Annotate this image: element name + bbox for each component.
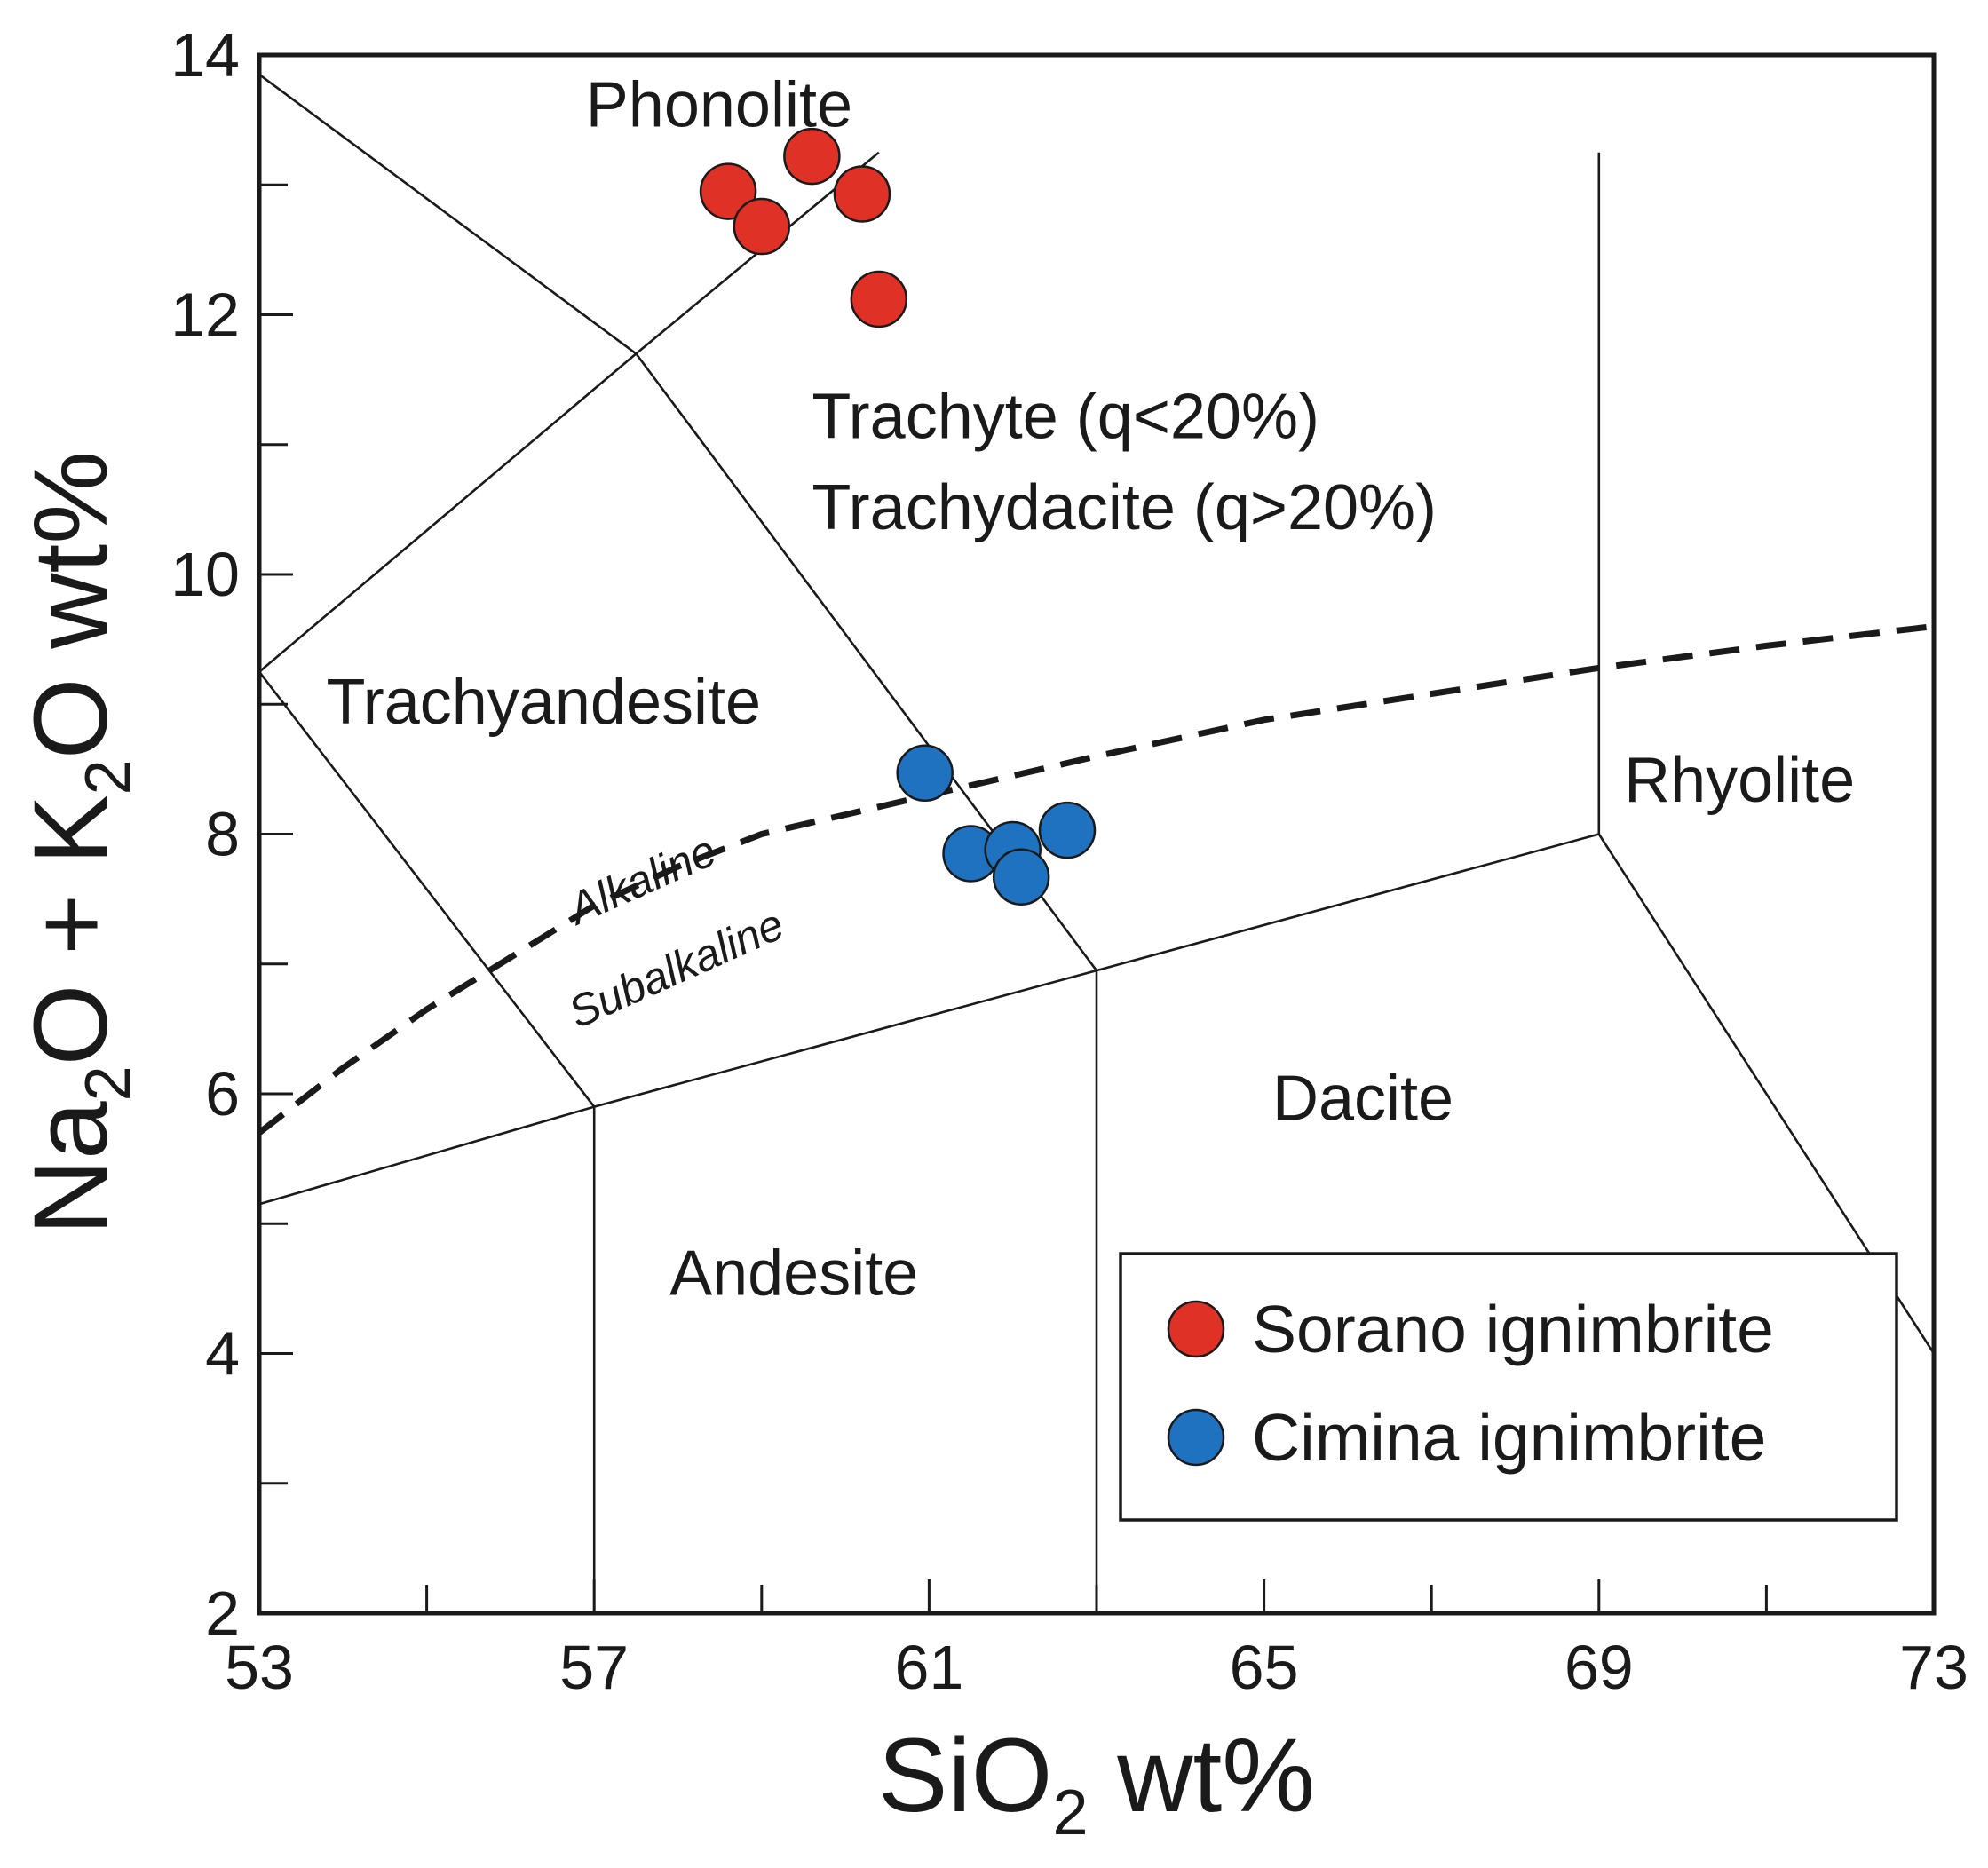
x-tick-label-57: 57 <box>559 1633 629 1702</box>
legend-box <box>1119 1252 1898 1522</box>
y-axis-title: Na2O + K2O wt% <box>12 451 144 1235</box>
legend-label-cimina: Cimina ignimbrite <box>1252 1400 1766 1475</box>
region-label-trachyandesite: Trachyandesite <box>326 667 761 738</box>
cimina-point-5 <box>1038 801 1097 859</box>
cimina-point-4 <box>992 848 1050 906</box>
legend-marker-sorano <box>1167 1300 1225 1358</box>
y-tick-label-8: 8 <box>205 800 240 869</box>
region-label-rhyolite: Rhyolite <box>1624 745 1855 816</box>
x-axis-title-main: SiO <box>878 1717 1053 1834</box>
axis-ticks <box>259 183 1768 1613</box>
sorano-point-3 <box>783 127 841 186</box>
y-tick-label-10: 10 <box>170 540 240 609</box>
alkaline-subalkaline-divider <box>257 623 1935 1136</box>
sorano-point-2 <box>733 197 791 256</box>
cimina-point-1 <box>896 744 954 803</box>
boundary-line-3 <box>258 1105 595 1206</box>
x-tick-label-61: 61 <box>894 1633 963 1702</box>
sorano-point-1 <box>699 162 757 220</box>
y-tick-label-2: 2 <box>205 1579 240 1648</box>
x-axis-title: SiO2 wt% <box>878 1717 1315 1848</box>
x-tick-label-65: 65 <box>1230 1633 1299 1702</box>
axis-tick-labels: 53 57 61 65 69 73 2 4 6 8 10 12 14 <box>170 20 1968 1702</box>
x-axis-title-subscript: 2 <box>1052 1777 1088 1848</box>
boundary-line-6 <box>258 151 880 673</box>
y-tick-label-6: 6 <box>205 1059 240 1128</box>
x-tick-label-53: 53 <box>225 1633 294 1702</box>
y-axis-title-part-3: O wt% <box>12 451 130 760</box>
region-label-dacite: Dacite <box>1272 1063 1453 1134</box>
x-tick-label-69: 69 <box>1564 1633 1634 1702</box>
y-axis-title-part-2: O + K <box>12 795 130 1065</box>
x-tick-label-73: 73 <box>1899 1633 1968 1702</box>
divider-dashed-line <box>257 623 1935 1136</box>
y-axis-title-part-1: Na <box>12 1101 130 1235</box>
region-label-trachyte: Trachyte (q<20%) <box>812 381 1319 452</box>
field-boundaries <box>257 73 1936 1613</box>
y-tick-label-12: 12 <box>170 281 240 350</box>
y-tick-label-14: 14 <box>170 20 240 90</box>
sorano-point-4 <box>833 165 891 223</box>
legend-label-sorano: Sorano ignimbrite <box>1252 1292 1774 1366</box>
y-axis-title-subscript-1: 2 <box>73 1065 144 1101</box>
legend-marker-cimina <box>1167 1408 1225 1467</box>
x-axis-title-suffix: wt% <box>1089 1717 1316 1834</box>
region-label-andesite: Andesite <box>669 1239 918 1310</box>
region-label-trachydacite: Trachydacite (q>20%) <box>812 472 1437 543</box>
y-tick-label-4: 4 <box>205 1319 240 1389</box>
data-points <box>699 127 1097 906</box>
legend: Sorano ignimbrite Cimina ignimbrite <box>1119 1252 1898 1522</box>
sorano-point-5 <box>850 270 908 328</box>
y-axis-title-subscript-2: 2 <box>73 759 144 795</box>
